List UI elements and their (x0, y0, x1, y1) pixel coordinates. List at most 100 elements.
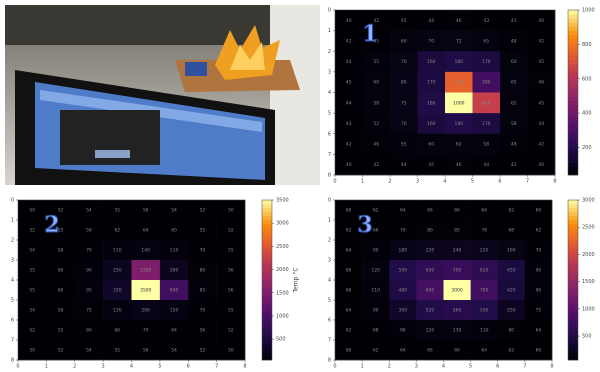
colorbar-segment (568, 10, 578, 14)
colorbar-segment (568, 248, 578, 252)
colorbar-segment (568, 31, 578, 35)
cell-value: 52 (373, 121, 379, 127)
colorbar-tick-label: 1000 (276, 313, 289, 319)
y-tick-label: 0 (11, 198, 14, 204)
cell-value: 46 (456, 162, 462, 168)
colorbar-segment (568, 88, 578, 92)
colorbar-segment (262, 212, 272, 216)
y-tick-label: 2 (328, 238, 331, 244)
x-tick-label: 0 (333, 179, 336, 185)
colorbar-segment (568, 232, 578, 236)
colorbar-segment (568, 126, 578, 130)
cell-value: 70 (400, 228, 406, 234)
cell-value: 560 (453, 308, 462, 314)
cell-value: 250 (507, 308, 516, 314)
cell-value: 90 (536, 268, 542, 274)
x-tick-label: 6 (496, 364, 499, 370)
cell-value: 60 (346, 208, 352, 214)
colorbar-segment (568, 256, 578, 260)
cell-value: 62 (346, 228, 352, 234)
cell-value: 85 (454, 228, 460, 234)
colorbar-segment (262, 264, 272, 268)
x-tick-label: 5 (471, 179, 474, 185)
cell-value: 56 (228, 268, 234, 274)
cell-value: 58 (86, 228, 92, 234)
x-tick-label: 3 (415, 364, 418, 370)
colorbar-segment (262, 236, 272, 240)
colorbar-tick-label: 2500 (582, 225, 595, 231)
colorbar-segment (568, 93, 578, 97)
cell-value: 650 (482, 100, 491, 106)
colorbar-segment (568, 336, 578, 340)
cell-value: 44 (483, 162, 489, 168)
cell-value: 55 (373, 59, 379, 65)
colorbar-segment (568, 76, 578, 80)
y-tick-label: 2 (11, 238, 14, 244)
cell-value: 780 (480, 288, 489, 294)
colorbar-segment (568, 171, 578, 175)
cell-value: 75 (86, 308, 92, 314)
cell-value: 66 (373, 228, 379, 234)
cell-value: 54 (171, 348, 177, 354)
colorbar-segment (262, 336, 272, 340)
cell-value: 56 (143, 348, 149, 354)
cell-value: 54 (171, 208, 177, 214)
cell-value: 200 (141, 308, 150, 314)
colorbar-segment (262, 200, 272, 204)
colorbar-segment (262, 216, 272, 220)
cell-value: 45 (346, 80, 352, 86)
cell-value: 420 (507, 288, 516, 294)
cell-value: 55 (228, 248, 234, 254)
cell-value: 90 (400, 328, 406, 334)
y-tick-label: 7 (11, 338, 14, 344)
y-tick-label: 5 (11, 298, 14, 304)
colorbar-segment (568, 352, 578, 356)
cell-value: 42 (346, 38, 352, 44)
cell-value: 480 (399, 288, 408, 294)
cell-value: 66 (114, 328, 120, 334)
cell-value: 66 (454, 208, 460, 214)
colorbar-segment (262, 320, 272, 324)
y-tick-label: 5 (328, 298, 331, 304)
cell-value: 160 (427, 59, 436, 65)
cell-value: 55 (114, 348, 120, 354)
cell-value: 70 (143, 328, 149, 334)
colorbar-segment (568, 134, 578, 138)
cell-value: 50 (29, 208, 35, 214)
cell-value: 320 (113, 288, 122, 294)
colorbar-segment (262, 324, 272, 328)
colorbar-segment (262, 284, 272, 288)
cell-value: 78 (481, 228, 487, 234)
cell-value: 70 (401, 121, 407, 127)
colorbar-segment (568, 280, 578, 284)
cell-value: 52 (228, 328, 234, 334)
colorbar-segment (568, 224, 578, 228)
colorbar-segment (568, 167, 578, 171)
cell-value: 65 (483, 38, 489, 44)
cell-value: 70 (200, 248, 206, 254)
cell-value: 62 (114, 228, 120, 234)
cell-value: 66 (346, 268, 352, 274)
cell-value: 43 (346, 121, 352, 127)
cell-value: 40 (538, 162, 544, 168)
cell-value: 64 (481, 208, 487, 214)
cell-value: 500 (480, 308, 489, 314)
photo (5, 5, 320, 185)
y-tick-label: 1 (11, 218, 14, 224)
colorbar-segment (262, 208, 272, 212)
colorbar-segment (262, 292, 272, 296)
colorbar-segment (262, 356, 272, 360)
cell-value: 44 (346, 59, 352, 65)
colorbar-segment (568, 324, 578, 328)
cell-value: 60 (428, 142, 434, 148)
cell-value: 50 (228, 208, 234, 214)
cell-value: 110 (480, 328, 489, 334)
y-tick-label: 3 (328, 69, 331, 75)
cell-value: 95 (86, 288, 92, 294)
cell-value: 64 (143, 228, 149, 234)
cell-value: 42 (373, 162, 379, 168)
colorbar-segment (568, 51, 578, 55)
cell-value: 65 (511, 80, 517, 86)
x-tick-label: 7 (215, 364, 218, 370)
cell-value: 44 (346, 100, 352, 106)
